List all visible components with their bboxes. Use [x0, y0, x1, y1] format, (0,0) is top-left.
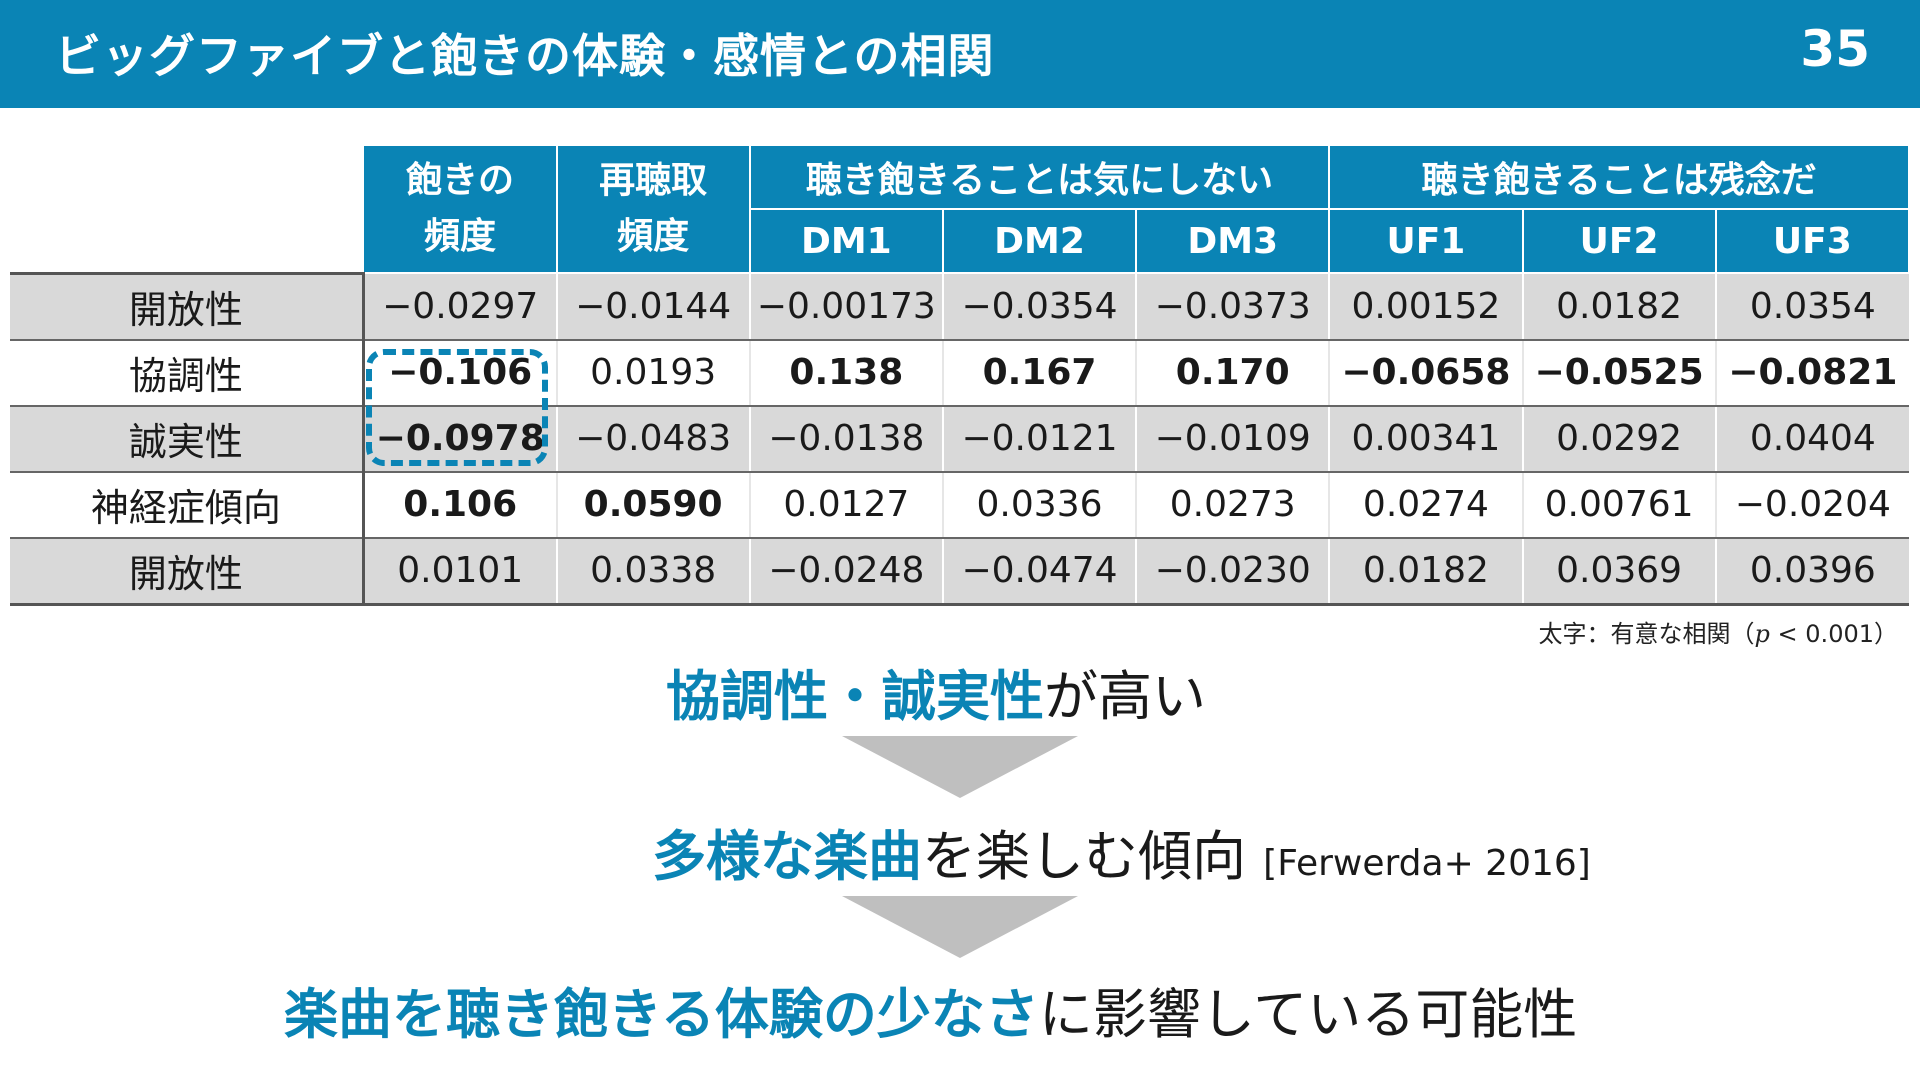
row-label: 協調性	[10, 339, 365, 407]
table-cell: −0.0144	[555, 273, 750, 341]
down-arrow-icon	[842, 896, 1078, 958]
table-cell: 0.0127	[748, 471, 943, 539]
table-cell: −0.0121	[941, 405, 1137, 473]
page-number: 35	[1800, 20, 1870, 78]
table-cell: 0.0590	[555, 471, 750, 539]
table-row: 神経症傾向 0.106 0.0590 0.0127 0.0336 0.0273 …	[10, 471, 1909, 539]
row-label: 誠実性	[10, 405, 365, 473]
table-cell: 0.0273	[1135, 471, 1330, 539]
table-cell: −0.0230	[1135, 537, 1330, 606]
table-cell: 0.0338	[555, 537, 750, 606]
row-label: 開放性	[10, 273, 365, 341]
table-cell: 0.0292	[1521, 405, 1716, 473]
table-cell: 0.0396	[1714, 537, 1909, 606]
table-row: 協調性 −0.106 0.0193 0.138 0.167 0.170 −0.0…	[10, 339, 1909, 407]
table-cell: 0.0404	[1714, 405, 1909, 473]
slide-header: ビッグファイブと飽きの体験・感情との相関 35	[0, 0, 1920, 108]
table-cell: −0.0138	[748, 405, 943, 473]
table-cell: 0.0101	[362, 537, 557, 606]
table-corner	[10, 145, 364, 275]
table-cell: −0.0109	[1135, 405, 1330, 473]
table-cell: 0.0182	[1328, 537, 1523, 606]
row-label: 開放性	[10, 537, 365, 606]
table-cell: −0.0474	[941, 537, 1137, 606]
conclusion-line-3: 楽曲を聴き飽きる体験の少なさに影響している可能性	[284, 983, 1578, 1046]
table-cell: 0.170	[1135, 339, 1330, 407]
table-row: 誠実性 −0.0978 −0.0483 −0.0138 −0.0121 −0.0…	[10, 405, 1909, 473]
header-dm1: DM1	[748, 208, 944, 274]
down-arrow-icon	[842, 736, 1078, 798]
header-uf2: UF2	[1521, 208, 1717, 274]
table-cell: 0.0369	[1521, 537, 1716, 606]
header-boredom-frequency: 飽きの 頻度	[362, 144, 558, 274]
reference-citation: [Ferwerda+ 2016]	[1263, 843, 1591, 884]
table-cell: 0.106	[362, 471, 557, 539]
slide-title: ビッグファイブと飽きの体験・感情との相関	[55, 29, 995, 83]
table-cell: −0.0525	[1521, 339, 1716, 407]
table-cell: 0.00341	[1328, 405, 1523, 473]
table-cell: 0.0336	[941, 471, 1137, 539]
table-cell: 0.138	[748, 339, 943, 407]
table-cell: 0.0354	[1714, 273, 1909, 341]
table-cell: 0.00761	[1521, 471, 1716, 539]
table-cell: 0.167	[941, 339, 1137, 407]
table-cell: −0.0658	[1328, 339, 1523, 407]
table-cell: 0.00152	[1328, 273, 1523, 341]
header-uf1: UF1	[1328, 208, 1524, 274]
conclusion-line-1: 協調性・誠実性が高い	[666, 665, 1206, 728]
header-relisten-frequency: 再聴取 頻度	[555, 144, 751, 274]
row-label: 神経症傾向	[10, 471, 365, 539]
table-cell: −0.0483	[555, 405, 750, 473]
header-dm2: DM2	[941, 208, 1138, 274]
table-cell: −0.00173	[748, 273, 943, 341]
table-cell: −0.0821	[1714, 339, 1909, 407]
table-cell: −0.0373	[1135, 273, 1330, 341]
table-cell: −0.0204	[1714, 471, 1909, 539]
table-cell: −0.0354	[941, 273, 1137, 341]
table-cell: 0.0274	[1328, 471, 1523, 539]
table-row: 開放性 −0.0297 −0.0144 −0.00173 −0.0354 −0.…	[10, 273, 1909, 341]
header-group-unfortunate: 聴き飽きることは残念だ	[1328, 144, 1910, 210]
table-row: 開放性 0.0101 0.0338 −0.0248 −0.0474 −0.023…	[10, 537, 1909, 606]
table-cell: 0.0193	[555, 339, 750, 407]
conclusion-line-2: 多様な楽曲を楽しむ傾向 [Ferwerda+ 2016]	[652, 825, 1591, 888]
header-group-dont-mind: 聴き飽きることは気にしない	[748, 144, 1331, 210]
header-dm3: DM3	[1135, 208, 1331, 274]
highlight-dashed-box	[366, 349, 548, 466]
table-cell: 0.0182	[1521, 273, 1716, 341]
table-cell: −0.0297	[362, 273, 557, 341]
table-cell: −0.0248	[748, 537, 943, 606]
header-uf3: UF3	[1714, 208, 1911, 274]
significance-note: 太字：有意な相関（p < 0.001）	[1538, 620, 1898, 648]
correlation-table: 飽きの 頻度 再聴取 頻度 聴き飽きることは気にしない 聴き飽きることは残念だ …	[10, 144, 1911, 606]
